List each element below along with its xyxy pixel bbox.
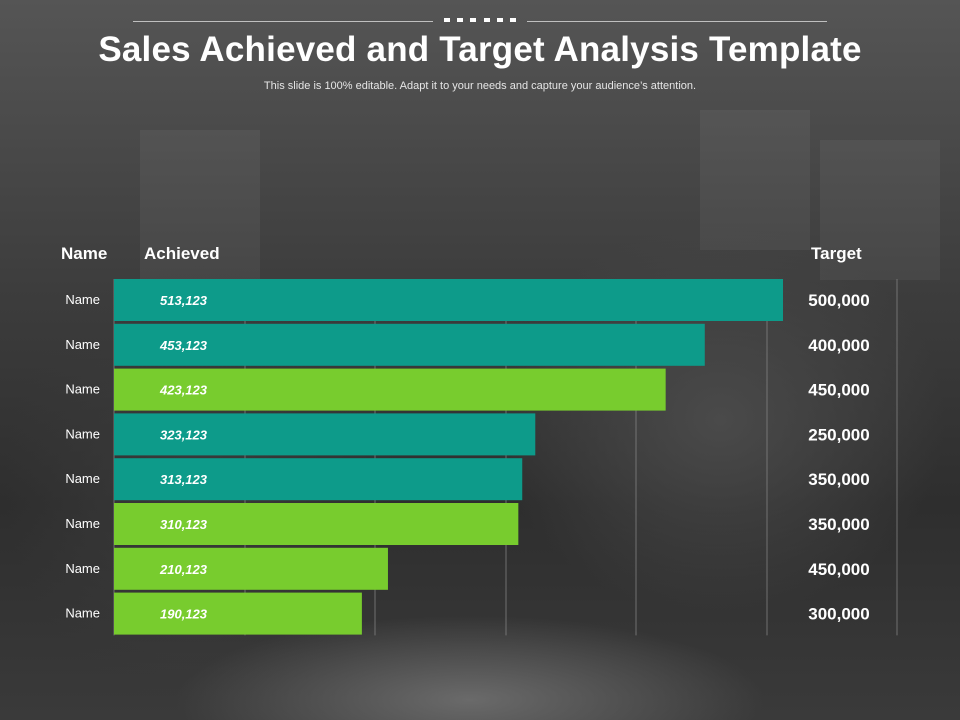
target-value-label: 400,000 bbox=[808, 336, 869, 355]
achieved-bar bbox=[114, 547, 388, 590]
achieved-value-label: 423,123 bbox=[159, 383, 208, 398]
achieved-value-label: 323,123 bbox=[160, 427, 208, 442]
achieved-value-label: 190,123 bbox=[160, 607, 208, 622]
achieved-value-label: 513,123 bbox=[160, 293, 208, 308]
achieved-bar bbox=[114, 413, 536, 456]
achieved-bar bbox=[114, 458, 523, 501]
target-value-label: 450,000 bbox=[808, 560, 869, 579]
row-name-label: Name bbox=[65, 561, 100, 576]
row-name-label: Name bbox=[65, 292, 100, 307]
page-title: Sales Achieved and Target Analysis Templ… bbox=[98, 30, 862, 69]
target-value-label: 300,000 bbox=[808, 605, 869, 624]
title-dots bbox=[444, 18, 516, 24]
row-name-label: Name bbox=[65, 382, 100, 397]
chart-bars: 513,123 Name 500,000 453,123 Name 400,000 423,… bbox=[65, 279, 870, 635]
page-subtitle: This slide is 100% editable. Adapt it to… bbox=[263, 80, 697, 92]
achieved-bar bbox=[114, 592, 362, 635]
row-name-label: Name bbox=[65, 337, 100, 352]
achieved-bar bbox=[114, 279, 783, 321]
background-window bbox=[140, 130, 260, 290]
achieved-column-header: Achieved bbox=[144, 244, 220, 263]
target-value-label: 250,000 bbox=[808, 425, 869, 444]
achieved-bar bbox=[114, 368, 666, 411]
name-column-header: Name bbox=[61, 244, 108, 263]
achieved-value-label: 210,123 bbox=[159, 562, 208, 577]
achieved-value-label: 313,123 bbox=[160, 472, 208, 487]
row-name-label: Name bbox=[65, 516, 100, 531]
target-value-label: 350,000 bbox=[808, 515, 869, 534]
row-name-label: Name bbox=[65, 426, 100, 441]
target-column-header: Target bbox=[811, 244, 862, 263]
background-window bbox=[820, 140, 940, 280]
achieved-value-label: 453,123 bbox=[159, 338, 208, 353]
row-name-label: Name bbox=[65, 471, 100, 486]
row-name-label: Name bbox=[65, 606, 100, 621]
background-window bbox=[700, 110, 810, 250]
achieved-value-label: 310,123 bbox=[160, 517, 208, 532]
achieved-bar bbox=[114, 323, 705, 366]
target-value-label: 500,000 bbox=[808, 291, 869, 310]
title-rule-left bbox=[133, 21, 433, 22]
target-value-label: 350,000 bbox=[808, 470, 869, 489]
title-rule-right bbox=[527, 21, 827, 22]
target-value-label: 450,000 bbox=[808, 381, 869, 400]
achieved-bar bbox=[114, 503, 519, 545]
